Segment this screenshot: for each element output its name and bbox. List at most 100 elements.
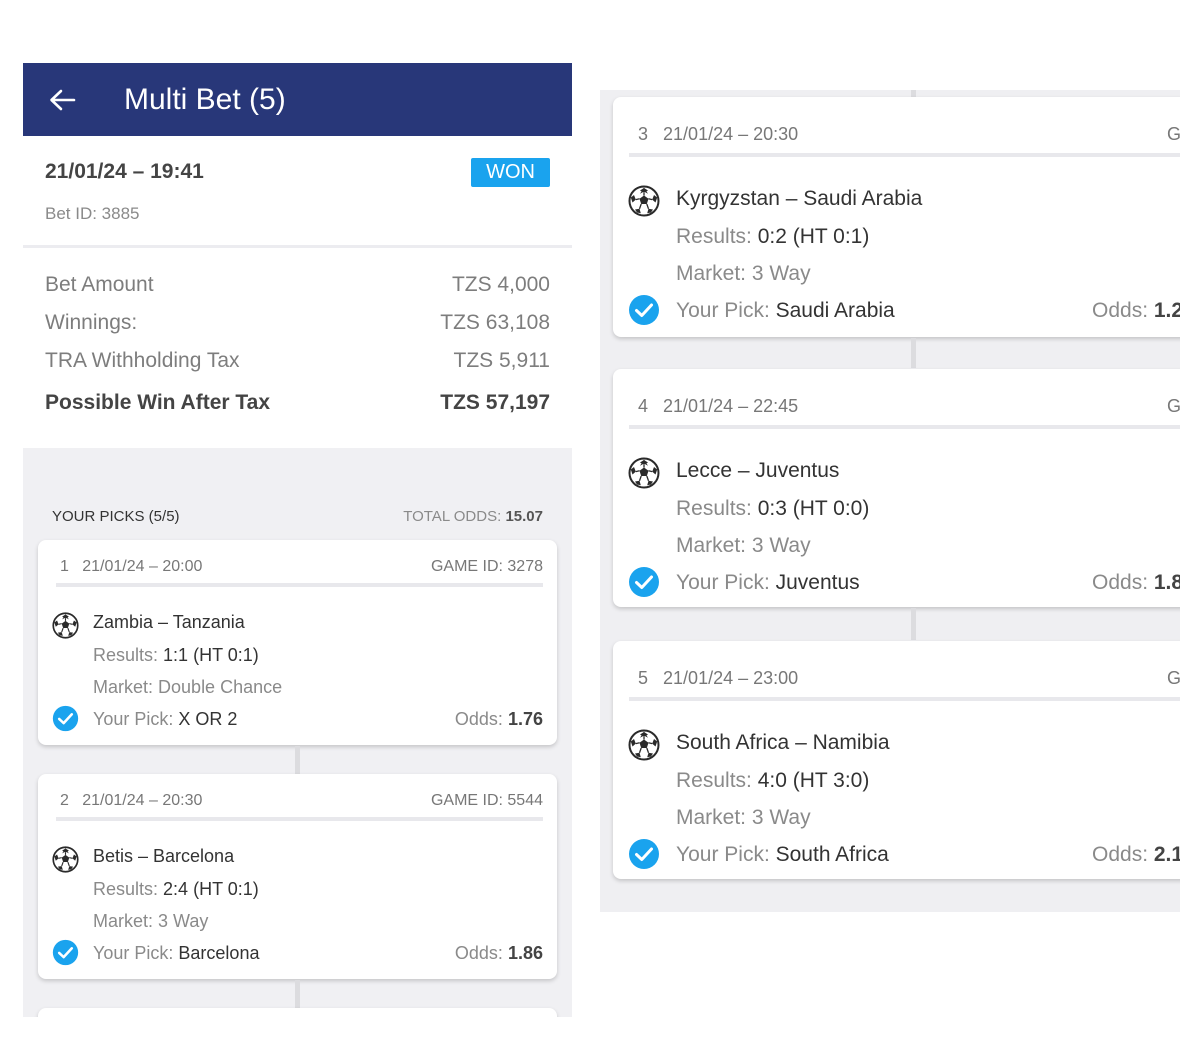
odds-label: Odds: [454, 709, 503, 729]
game-id: GAME ID: 47 [1166, 668, 1180, 688]
pick-card[interactable]: 5 21/01/24 – 23:00 GAME ID: 47 South Afr… [613, 641, 1180, 879]
odds-label: Odds: [1092, 843, 1149, 866]
total-odds-label: TOTAL ODDS: [403, 508, 502, 525]
match-results: Results: 1:1 (HT 0:1) [93, 645, 259, 666]
results-label: Results: [93, 879, 159, 899]
picks-count: YOUR PICKS (5/5) [52, 508, 180, 525]
your-pick: Your Pick: Juventus [676, 571, 860, 595]
results-value: 4:0 (HT 3:0) [757, 769, 870, 792]
market-label: Market: [676, 534, 747, 557]
game-id: GAME ID: 53 [1166, 124, 1180, 144]
divider [629, 153, 1180, 157]
market-value: 3 Way [751, 534, 811, 557]
divider [56, 817, 543, 821]
match-teams: Betis – Barcelona [93, 846, 235, 866]
match-market: Market: 3 Way [676, 806, 811, 830]
back-arrow-icon[interactable] [47, 85, 77, 115]
summary-label: Winnings: [45, 311, 138, 334]
pick-card-header: 3 21/01/24 – 20:30 GAME ID: 53 [638, 124, 1180, 145]
pick-number: 5 [638, 668, 649, 688]
market-label: Market: [676, 262, 747, 285]
match-results: Results: 0:2 (HT 0:1) [676, 225, 869, 249]
market-label: Market: [93, 677, 154, 697]
soccer-ball-icon [52, 846, 79, 873]
pick-number: 4 [638, 396, 649, 416]
total-odds-value: 15.07 [505, 508, 543, 525]
summary-row-possible-win: Possible Win After Tax TZS 57,197 [45, 384, 550, 422]
odds-value: 2.1 [1153, 843, 1180, 866]
summary-value: TZS 4,000 [451, 273, 550, 296]
odds-label: Odds: [1092, 299, 1149, 322]
pick-value: South Africa [775, 843, 889, 866]
odds-value: 1.76 [507, 709, 543, 729]
match-teams: Zambia – Tanzania [93, 612, 245, 632]
game-id: GAME ID: 3278 [430, 558, 543, 575]
pick-number: 3 [638, 124, 649, 144]
results-label: Results: [676, 225, 752, 248]
bet-summary: Bet Amount TZS 4,000 Winnings: TZS 63,10… [23, 248, 572, 448]
odds-label: Odds: [1092, 571, 1149, 594]
market-value: Double Chance [158, 677, 283, 697]
soccer-ball-icon [52, 612, 79, 639]
picks-header: YOUR PICKS (5/5) TOTAL ODDS: 15.07 [52, 508, 543, 525]
pick-number: 2 [60, 792, 69, 809]
match-market: Market: Double Chance [93, 677, 282, 698]
pick-number-datetime: 2 21/01/24 – 20:30 [60, 792, 202, 810]
bet-id: Bet ID: 3885 [45, 204, 140, 223]
match-market: Market: 3 Way [676, 534, 811, 558]
picks-continued-panel: 3 21/01/24 – 20:30 GAME ID: 53 Kyrgyzsta… [600, 90, 1180, 912]
results-label: Results: [676, 497, 752, 520]
results-label: Results: [676, 769, 752, 792]
game-id: GAME ID: 52 [1166, 396, 1180, 416]
soccer-ball-icon [628, 729, 660, 761]
pick-datetime: 21/01/24 – 23:00 [663, 668, 799, 688]
divider [56, 583, 543, 587]
bet-header: 21/01/24 – 19:41 Bet ID: 3885 WON [23, 136, 572, 248]
match-teams: South Africa – Namibia [676, 731, 890, 754]
market-value: 3 Way [751, 806, 811, 829]
pick-label: Your Pick: [93, 943, 174, 963]
results-value: 2:4 (HT 0:1) [163, 879, 259, 899]
pick-number-datetime: 4 21/01/24 – 22:45 [638, 396, 798, 417]
pick-datetime: 21/01/24 – 20:30 [82, 792, 203, 809]
pick-card[interactable]: 2 21/01/24 – 20:30 GAME ID: 5544 Betis –… [38, 774, 557, 979]
connector-line [295, 980, 300, 1008]
soccer-ball-icon [628, 457, 660, 489]
pick-label: Your Pick: [676, 571, 770, 594]
pick-card[interactable]: 1 21/01/24 – 20:00 GAME ID: 3278 Zambia … [38, 540, 557, 745]
match-market: Market: 3 Way [676, 262, 811, 286]
pick-odds: Odds: 1.2 [1092, 299, 1180, 323]
pick-card[interactable]: 3 21/01/24 – 20:30 GAME ID: 53 Kyrgyzsta… [613, 97, 1180, 337]
results-value: 1:1 (HT 0:1) [163, 645, 259, 665]
odds-value: 1.86 [507, 943, 543, 963]
pick-card-header: 1 21/01/24 – 20:00 GAME ID: 3278 [60, 558, 543, 576]
pick-number-datetime: 5 21/01/24 – 23:00 [638, 668, 798, 689]
odds-value: 1.8 [1153, 571, 1180, 594]
connector-line [911, 608, 916, 640]
pick-datetime: 21/01/24 – 20:30 [663, 124, 799, 144]
summary-row-bet-amount: Bet Amount TZS 4,000 [45, 266, 550, 304]
pick-label: Your Pick: [676, 843, 770, 866]
bet-datetime: 21/01/24 – 19:41 [45, 160, 204, 183]
pick-odds: Odds: 1.86 [455, 943, 543, 964]
check-circle-icon [628, 294, 660, 326]
pick-card-partial[interactable] [38, 1008, 557, 1017]
pick-card[interactable]: 4 21/01/24 – 22:45 GAME ID: 52 Lecce – J… [613, 369, 1180, 607]
pick-label: Your Pick: [676, 299, 770, 322]
pick-value: X OR 2 [178, 709, 238, 729]
pick-odds: Odds: 1.8 [1092, 571, 1180, 595]
pick-odds: Odds: 1.76 [455, 709, 543, 730]
divider [629, 425, 1180, 429]
match-results: Results: 0:3 (HT 0:0) [676, 497, 869, 521]
check-circle-icon [52, 705, 79, 732]
summary-value: TZS 5,911 [453, 349, 551, 372]
connector-line [911, 338, 916, 368]
market-value: 3 Way [158, 911, 209, 931]
connector-line [295, 746, 300, 774]
pick-number-datetime: 1 21/01/24 – 20:00 [60, 558, 202, 576]
pick-number-datetime: 3 21/01/24 – 20:30 [638, 124, 798, 145]
match-teams: Lecce – Juventus [676, 459, 840, 482]
odds-value: 1.2 [1153, 299, 1180, 322]
pick-card-header: 4 21/01/24 – 22:45 GAME ID: 52 [638, 396, 1180, 417]
status-badge: WON [471, 158, 550, 187]
